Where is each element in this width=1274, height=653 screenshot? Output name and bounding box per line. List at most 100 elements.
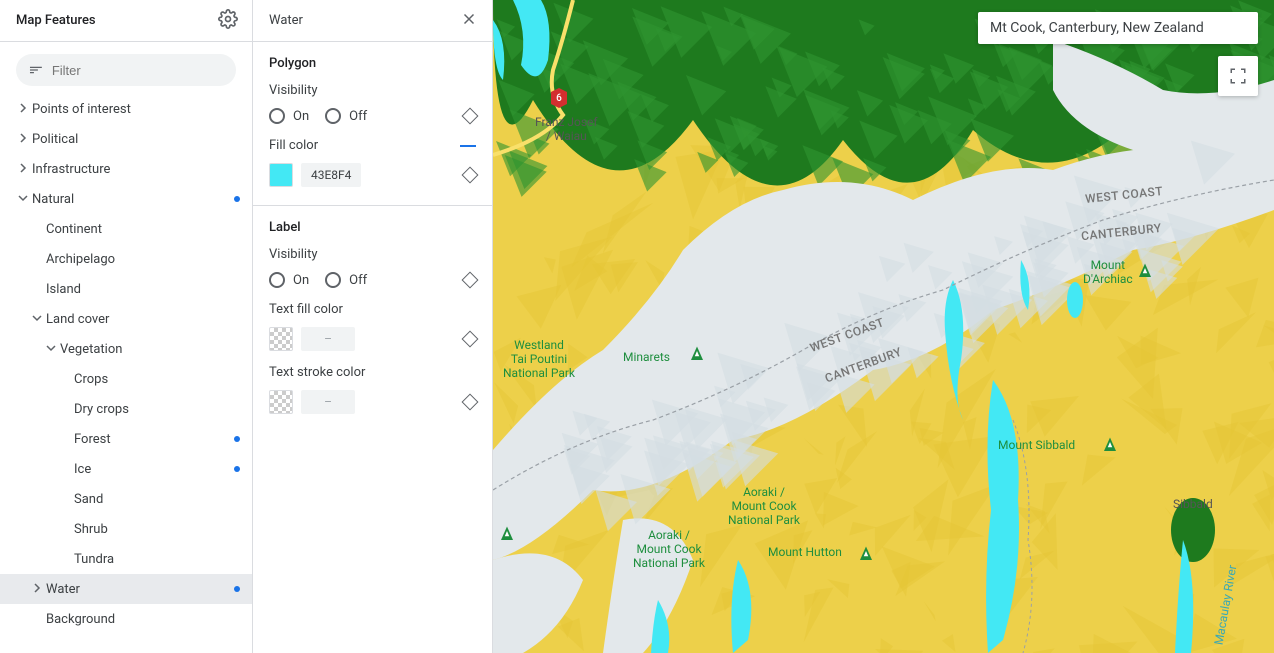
tree-item-shrub[interactable]: Shrub (0, 514, 252, 544)
tree-item-label: Island (46, 282, 240, 297)
tree-item-label: Land cover (46, 312, 240, 327)
poly-vis-off-radio[interactable] (325, 108, 341, 124)
tree-item-points-of-interest[interactable]: Points of interest (0, 94, 252, 124)
tree-item-label: Points of interest (32, 102, 240, 117)
map-search-box[interactable]: Mt Cook, Canterbury, New Zealand (978, 12, 1258, 44)
sidebar-title: Map Features (16, 13, 96, 28)
filter-pill[interactable] (16, 54, 236, 86)
filter-input[interactable] (52, 63, 224, 78)
tree-item-crops[interactable]: Crops (0, 364, 252, 394)
fill-color-label: Fill color (269, 138, 318, 153)
tree-arrow-icon (14, 192, 32, 207)
tree-arrow-icon (28, 582, 46, 597)
text-fill-label: Text fill color (269, 302, 476, 317)
text-fill-swatch[interactable] (269, 327, 293, 351)
tree-arrow-icon (42, 342, 60, 357)
sidebar-header: Map Features (0, 0, 252, 42)
tree-item-label: Ice (74, 462, 234, 477)
map-canvas (493, 0, 1274, 653)
lbl-visibility-row: On Off (269, 272, 476, 288)
prop-title: Water (269, 13, 303, 28)
text-stroke-row: – (269, 390, 476, 414)
modified-dot-icon (234, 466, 240, 472)
filter-container (0, 42, 252, 94)
tree-item-tundra[interactable]: Tundra (0, 544, 252, 574)
close-icon[interactable] (460, 10, 478, 32)
fill-color-row: 43E8F4 (269, 163, 476, 187)
text-stroke-label: Text stroke color (269, 365, 476, 380)
properties-panel: Water Polygon Visibility On Off Fill col… (253, 0, 493, 653)
tree-item-ice[interactable]: Ice (0, 454, 252, 484)
route-shield-icon: 6 (551, 88, 567, 108)
tree-item-archipelago[interactable]: Archipelago (0, 244, 252, 274)
tree-arrow-icon (14, 132, 32, 147)
text-fill-override-icon[interactable] (462, 331, 479, 348)
fill-color-indicator (460, 145, 476, 147)
tree-item-label: Crops (74, 372, 240, 387)
tree-item-sand[interactable]: Sand (0, 484, 252, 514)
tree-item-label: Continent (46, 222, 240, 237)
poly-vis-on-radio[interactable] (269, 108, 285, 124)
polygon-section: Polygon Visibility On Off Fill color 43E… (253, 42, 492, 206)
modified-dot-icon (234, 436, 240, 442)
tree-item-label: Shrub (74, 522, 240, 537)
tree-item-label: Sand (74, 492, 240, 507)
lbl-vis-off-radio[interactable] (325, 272, 341, 288)
tree-item-label: Dry crops (74, 402, 240, 417)
map-preview[interactable]: Mt Cook, Canterbury, New Zealand Franz J… (493, 0, 1274, 653)
tree-arrow-icon (28, 312, 46, 327)
tree-item-label: Political (32, 132, 240, 147)
text-stroke-override-icon[interactable] (462, 394, 479, 411)
text-stroke-hex[interactable]: – (301, 390, 355, 414)
lbl-visibility-label: Visibility (269, 247, 476, 262)
poly-vis-on-label: On (293, 109, 309, 124)
fill-color-label-row: Fill color (269, 138, 476, 153)
tree-item-label: Forest (74, 432, 234, 447)
tree-item-label: Tundra (74, 552, 240, 567)
tree-item-label: Infrastructure (32, 162, 240, 177)
label-title: Label (269, 220, 476, 235)
tree-arrow-icon (14, 162, 32, 177)
poly-vis-off-label: Off (349, 109, 367, 124)
tree-item-forest[interactable]: Forest (0, 424, 252, 454)
tree-item-label: Archipelago (46, 252, 240, 267)
modified-dot-icon (234, 196, 240, 202)
tree-item-label: Natural (32, 192, 234, 207)
tree-item-water[interactable]: Water (0, 574, 252, 604)
lbl-vis-on-label: On (293, 273, 309, 288)
tree-item-label: Vegetation (60, 342, 240, 357)
tree-item-infrastructure[interactable]: Infrastructure (0, 154, 252, 184)
lbl-vis-on-radio[interactable] (269, 272, 285, 288)
tree-item-land-cover[interactable]: Land cover (0, 304, 252, 334)
fullscreen-button[interactable] (1218, 56, 1258, 96)
tree-item-background[interactable]: Background (0, 604, 252, 634)
tree-item-label: Water (46, 582, 234, 597)
lbl-vis-off-label: Off (349, 273, 367, 288)
tree-item-island[interactable]: Island (0, 274, 252, 304)
text-fill-row: – (269, 327, 476, 351)
tree-arrow-icon (14, 102, 32, 117)
tree-item-natural[interactable]: Natural (0, 184, 252, 214)
fill-color-hex[interactable]: 43E8F4 (301, 163, 361, 187)
feature-tree: Points of interest Political Infrastructur… (0, 94, 252, 653)
modified-dot-icon (234, 586, 240, 592)
tree-item-political[interactable]: Political (0, 124, 252, 154)
fill-color-swatch[interactable] (269, 163, 293, 187)
lbl-vis-override-icon[interactable] (462, 272, 479, 289)
gear-icon[interactable] (218, 9, 238, 33)
text-fill-hex[interactable]: – (301, 327, 355, 351)
tree-item-vegetation[interactable]: Vegetation (0, 334, 252, 364)
tree-item-dry-crops[interactable]: Dry crops (0, 394, 252, 424)
tree-item-continent[interactable]: Continent (0, 214, 252, 244)
tree-item-label: Background (46, 612, 240, 627)
filter-icon (28, 61, 44, 79)
poly-visibility-row: On Off (269, 108, 476, 124)
poly-visibility-label: Visibility (269, 83, 476, 98)
poly-vis-override-icon[interactable] (462, 108, 479, 125)
prop-header: Water (253, 0, 492, 42)
fill-override-icon[interactable] (462, 167, 479, 184)
text-stroke-swatch[interactable] (269, 390, 293, 414)
polygon-title: Polygon (269, 56, 476, 71)
map-features-sidebar: Map Features Points of interest Political… (0, 0, 253, 653)
label-section: Label Visibility On Off Text fill color … (253, 206, 492, 432)
